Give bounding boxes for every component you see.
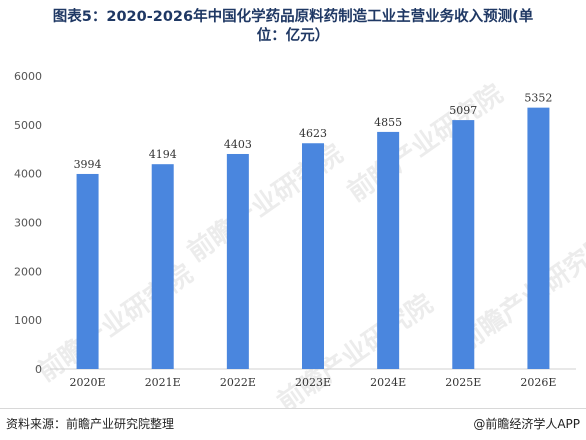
bar-value-label: 3994: [74, 158, 102, 171]
footer: 资料来源：前瞻产业研究院整理 @前瞻经济学人APP: [0, 408, 586, 440]
bar-value-label: 4403: [224, 138, 252, 151]
y-tick-label: 6000: [14, 70, 42, 83]
bar: [377, 131, 400, 369]
bar-value-label: 4194: [149, 148, 177, 161]
y-tick-label: 5000: [14, 119, 42, 132]
x-tick-label: 2025E: [445, 376, 481, 389]
y-tick-label: 1000: [14, 314, 42, 327]
watermark-text: 前瞻产业研究院: [342, 78, 509, 208]
bar-value-label: 5097: [449, 104, 477, 117]
bar: [151, 164, 174, 369]
bar-value-label: 4623: [299, 127, 327, 140]
y-tick-label: 0: [35, 363, 42, 376]
y-tick-label: 2000: [14, 265, 42, 278]
y-tick-label: 4000: [14, 168, 42, 181]
bar: [226, 153, 249, 369]
x-tick-label: 2022E: [220, 376, 256, 389]
x-tick-label: 2023E: [295, 376, 331, 389]
bar-chart: 前瞻产业研究院前瞻产业研究院前瞻产业研究院前瞻产业研究院前瞻产业研究院01000…: [14, 70, 586, 408]
x-tick-label: 2024E: [370, 376, 406, 389]
watermark-text: 前瞻产业研究院: [272, 288, 439, 408]
bar: [76, 173, 99, 369]
bar-value-label: 4855: [374, 116, 402, 129]
bar-value-label: 5352: [524, 92, 552, 105]
source-note: 资料来源：前瞻产业研究院整理: [6, 417, 175, 431]
x-tick-label: 2026E: [520, 376, 556, 389]
x-tick-label: 2021E: [145, 376, 181, 389]
chart-title-line1: 图表5：2020-2026年中国化学药品原料药制造工业主营业务收入预测(单: [52, 9, 534, 25]
chart-title: 图表5：2020-2026年中国化学药品原料药制造工业主营业务收入预测(单 位：…: [0, 8, 586, 46]
bar: [302, 143, 324, 369]
bar: [452, 120, 475, 369]
brand-credit: @前瞻经济学人APP: [473, 417, 580, 431]
chart-title-line2: 位：亿元）: [256, 28, 330, 44]
bar: [527, 107, 550, 370]
y-tick-label: 3000: [14, 217, 42, 230]
x-tick-label: 2020E: [70, 376, 106, 389]
